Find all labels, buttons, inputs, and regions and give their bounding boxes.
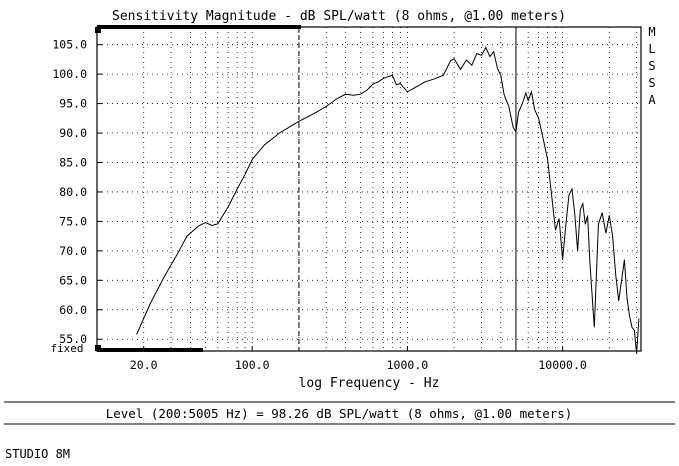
y-tick-label: 85.0 bbox=[59, 155, 87, 169]
y-tick-label: 65.0 bbox=[59, 273, 87, 287]
vertical-letter: A bbox=[648, 93, 656, 107]
y-tick-label: 100.0 bbox=[52, 67, 87, 81]
y-tick-label: 75.0 bbox=[59, 214, 87, 228]
vertical-letter: S bbox=[648, 59, 655, 73]
x-tick-label: 100.0 bbox=[235, 358, 270, 372]
axis-ticks: 55.0 60.0 65.0 70.0 75.0 80.0 85.0 90.0 95.0 100.… bbox=[52, 38, 587, 372]
footer-label: STUDIO 8M bbox=[5, 447, 70, 461]
vertical-letters: M L S S A bbox=[648, 25, 656, 107]
marker-lines bbox=[298, 27, 517, 351]
corner-marker-top bbox=[95, 27, 101, 33]
vertical-letter: S bbox=[648, 76, 655, 90]
y-tick-label: 70.0 bbox=[59, 244, 87, 258]
y-tick-label: 60.0 bbox=[59, 303, 87, 317]
bottom-range-bar bbox=[97, 348, 203, 352]
fixed-label: fixed bbox=[50, 342, 83, 355]
level-readout: Level (200:5005 Hz) = 98.26 dB SPL/watt … bbox=[106, 406, 573, 421]
y-tick-label: 90.0 bbox=[59, 126, 87, 140]
x-tick-label: 20.0 bbox=[130, 358, 158, 372]
x-tick-label: 1000.0 bbox=[387, 358, 429, 372]
grid bbox=[97, 27, 641, 351]
x-axis-label: log Frequency - Hz bbox=[299, 376, 440, 391]
y-tick-label: 55.0 bbox=[59, 332, 87, 346]
x-tick-label: 10000.0 bbox=[538, 358, 587, 372]
vertical-letter: L bbox=[648, 42, 655, 56]
y-tick-label: 105.0 bbox=[52, 38, 87, 52]
plot-frame bbox=[96, 26, 642, 352]
top-range-bar bbox=[97, 25, 301, 29]
y-tick-label: 95.0 bbox=[59, 97, 87, 111]
y-tick-label: 80.0 bbox=[59, 185, 87, 199]
chart-title: Sensitivity Magnitude - dB SPL/watt (8 o… bbox=[112, 9, 566, 24]
response-curve bbox=[136, 46, 640, 354]
corner-marker-bottom bbox=[95, 345, 101, 351]
vertical-letter: M bbox=[648, 25, 655, 39]
